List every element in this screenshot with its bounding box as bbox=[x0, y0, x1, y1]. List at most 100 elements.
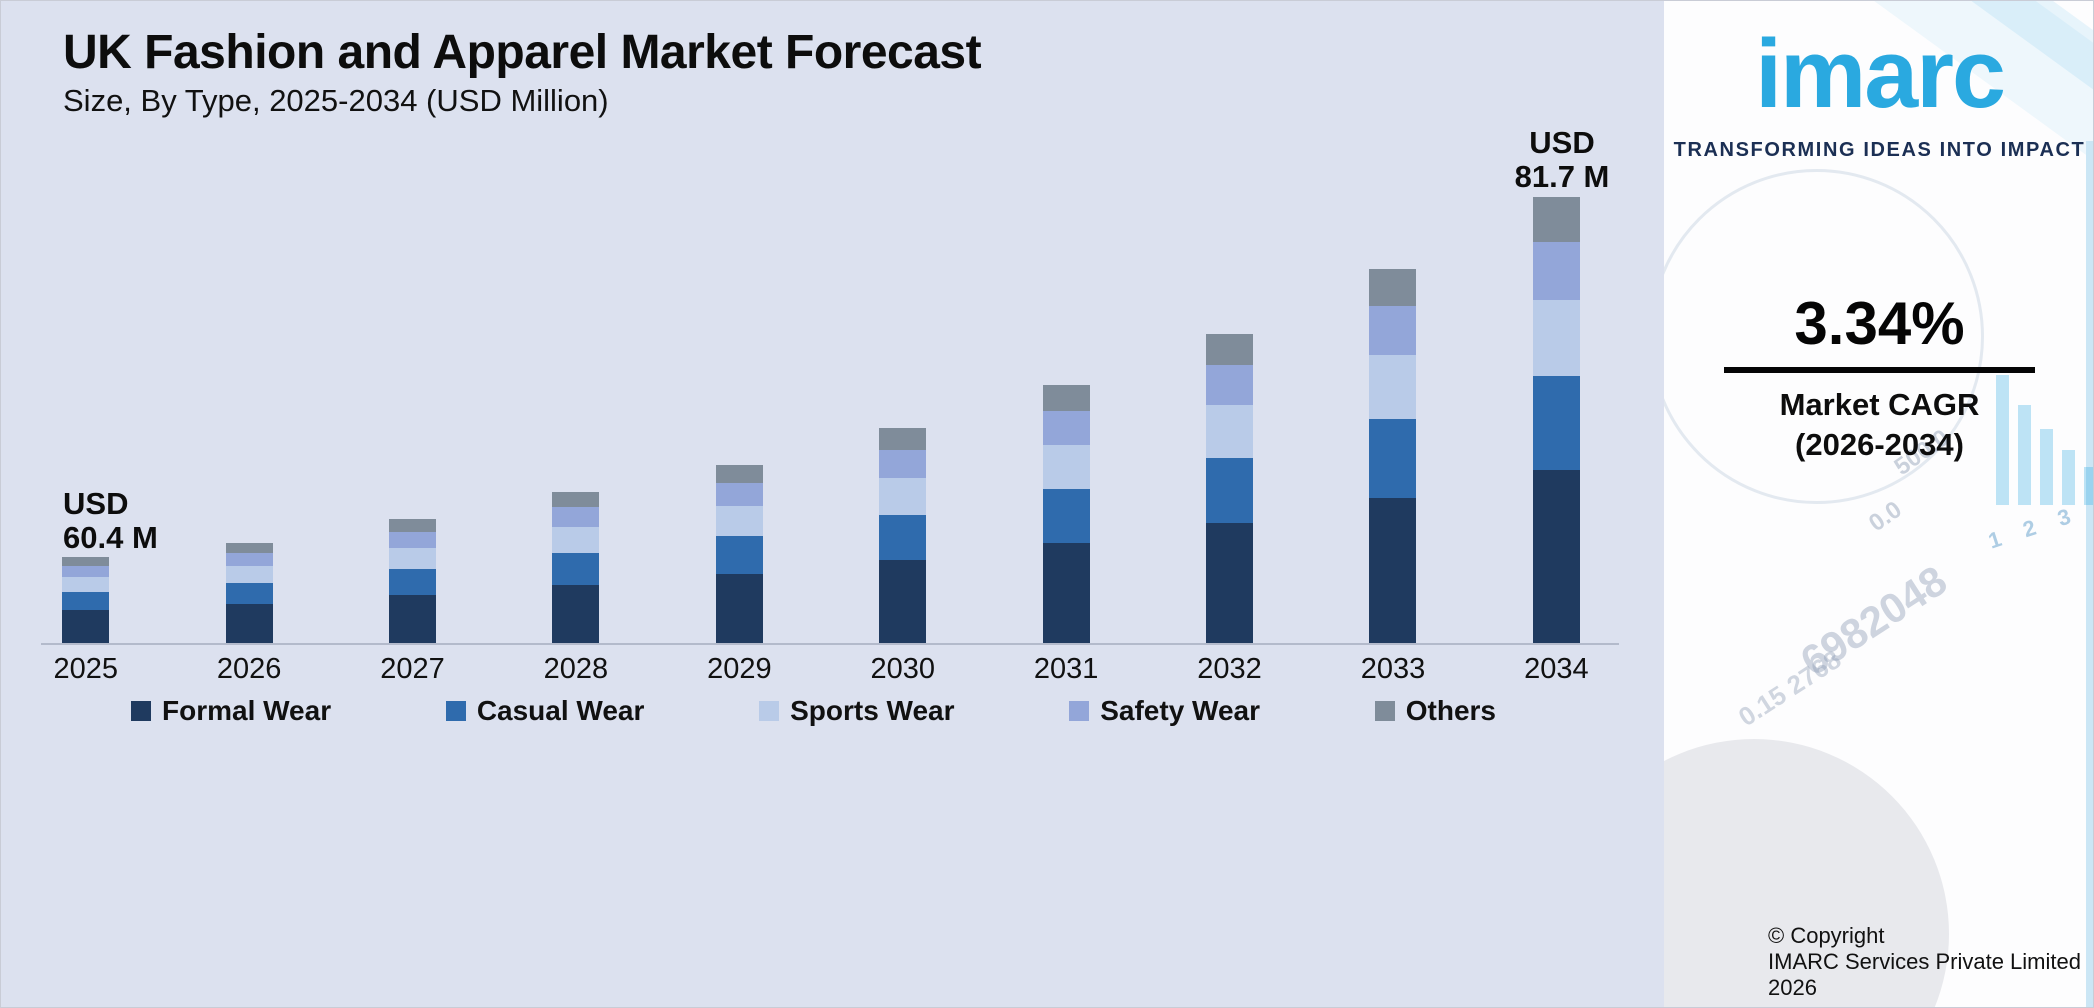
segment-others-2031 bbox=[1042, 385, 1090, 411]
segment-sports-wear-2025 bbox=[62, 577, 110, 592]
segment-safety-wear-2033 bbox=[1369, 306, 1417, 355]
segment-formal-wear-2025 bbox=[62, 610, 110, 644]
segment-casual-wear-2033 bbox=[1369, 419, 1417, 498]
legend-label-formal-wear: Formal Wear bbox=[162, 695, 332, 726]
total-label-2034-line1: USD bbox=[1529, 125, 1595, 160]
bar-2029 bbox=[658, 197, 821, 644]
segment-safety-wear-2031 bbox=[1042, 411, 1090, 445]
bar-2033 bbox=[1311, 197, 1474, 644]
segment-safety-wear-2030 bbox=[879, 450, 927, 478]
segment-formal-wear-2029 bbox=[715, 574, 763, 644]
cagr-period: (2026-2034) bbox=[1795, 427, 1964, 462]
bar-stack-2027 bbox=[389, 519, 437, 644]
segment-safety-wear-2034 bbox=[1532, 242, 1580, 300]
x-axis-label-2029: 2029 bbox=[707, 653, 772, 685]
segment-formal-wear-2026 bbox=[225, 604, 273, 644]
bar-stack-2029 bbox=[715, 465, 763, 644]
segment-casual-wear-2030 bbox=[879, 515, 927, 560]
legend-swatch-safety-wear bbox=[1069, 701, 1090, 721]
segment-others-2029 bbox=[715, 465, 763, 483]
bar-2028 bbox=[494, 197, 657, 644]
bar-stack-2032 bbox=[1206, 334, 1254, 644]
segment-others-2033 bbox=[1369, 269, 1417, 306]
x-axis-label-2026: 2026 bbox=[216, 653, 282, 685]
segment-casual-wear-2034 bbox=[1532, 376, 1580, 470]
segment-sports-wear-2028 bbox=[552, 527, 600, 553]
segment-others-2032 bbox=[1206, 334, 1254, 365]
segment-sports-wear-2031 bbox=[1042, 445, 1090, 489]
segment-sports-wear-2029 bbox=[715, 506, 763, 536]
legend-label-others: Others bbox=[1405, 695, 1496, 726]
segment-casual-wear-2028 bbox=[552, 553, 600, 585]
imarc-logo: imarc bbox=[1755, 19, 2006, 128]
logo-tagline: TRANSFORMING IDEAS INTO IMPACT bbox=[1673, 139, 2086, 161]
bar-2032 bbox=[1148, 197, 1311, 644]
bar-stack-2034 bbox=[1532, 197, 1580, 644]
segment-safety-wear-2027 bbox=[389, 532, 437, 548]
total-label-2025-line2: 60.4 M bbox=[63, 520, 158, 555]
segment-others-2028 bbox=[552, 492, 600, 507]
chart-legend: Formal Wear Casual Wear Sports Wear Safety … bbox=[131, 695, 1496, 727]
segment-sports-wear-2032 bbox=[1206, 405, 1254, 458]
segment-safety-wear-2028 bbox=[552, 507, 600, 527]
x-axis-label-2025: 2025 bbox=[53, 653, 118, 685]
chart-title: UK Fashion and Apparel Market Forecast bbox=[63, 26, 982, 79]
bar-2025 bbox=[4, 197, 167, 644]
segment-formal-wear-2032 bbox=[1206, 523, 1254, 644]
x-axis-labels: 2025 2026 2027 2028 2029 2030 2031 2032 2033 2034 bbox=[4, 653, 1638, 686]
segment-casual-wear-2029 bbox=[715, 536, 763, 574]
x-axis-label-2033: 2033 bbox=[1360, 653, 1426, 685]
segment-sports-wear-2026 bbox=[225, 566, 273, 583]
legend-label-sports-wear: Sports Wear bbox=[790, 695, 955, 726]
legend-item-others: Others bbox=[1374, 695, 1496, 727]
brand-sidebar: 500.0 0.0 1 2 3 4 6982048 0.15 2768 imar… bbox=[1664, 1, 2094, 1007]
segment-others-2025 bbox=[62, 557, 110, 566]
total-label-2025-line1: USD bbox=[63, 486, 129, 521]
legend-swatch-formal-wear bbox=[131, 701, 151, 721]
bar-stack-2030 bbox=[879, 428, 927, 644]
x-axis-label-2034: 2034 bbox=[1524, 653, 1589, 685]
legend-swatch-others bbox=[1374, 701, 1395, 721]
total-label-2034: USD 81.7 M bbox=[1462, 126, 1662, 194]
segment-casual-wear-2031 bbox=[1042, 489, 1090, 543]
segment-sports-wear-2033 bbox=[1369, 355, 1417, 419]
segment-others-2034 bbox=[1532, 197, 1580, 242]
total-label-2034-line2: 81.7 M bbox=[1514, 159, 1610, 194]
cagr-underline bbox=[1724, 367, 2035, 373]
bar-stack-2026 bbox=[225, 543, 273, 644]
decor-number: 0.0 bbox=[1863, 495, 1907, 538]
copyright: © Copyright IMARC Services Private Limit… bbox=[1768, 923, 2093, 1001]
bar-2034 bbox=[1475, 197, 1638, 644]
cagr-value: 3.34% bbox=[1794, 290, 1965, 357]
segment-sports-wear-2030 bbox=[879, 478, 927, 515]
legend-item-safety-wear: Safety Wear bbox=[1069, 695, 1260, 727]
x-axis-label-2027: 2027 bbox=[380, 653, 445, 685]
copyright-line1: © Copyright bbox=[1768, 923, 1885, 948]
cagr-label: Market CAGR bbox=[1779, 387, 1980, 422]
legend-label-safety-wear: Safety Wear bbox=[1100, 695, 1261, 726]
segment-safety-wear-2029 bbox=[715, 483, 763, 506]
x-axis-label-2030: 2030 bbox=[870, 653, 935, 685]
legend-item-formal-wear: Formal Wear bbox=[131, 695, 331, 727]
segment-casual-wear-2032 bbox=[1206, 458, 1254, 523]
decor-number: 1 2 3 4 bbox=[1985, 489, 2094, 554]
decor-number: 0.15 2768 bbox=[1732, 644, 1847, 733]
legend-swatch-sports-wear bbox=[759, 701, 780, 721]
legend-label-casual-wear: Casual Wear bbox=[476, 695, 645, 726]
bar-2026 bbox=[167, 197, 330, 644]
segment-casual-wear-2025 bbox=[62, 592, 110, 610]
chart-subtitle: Size, By Type, 2025-2034 (USD Million) bbox=[63, 83, 609, 118]
x-axis-line bbox=[41, 643, 1619, 645]
chart-panel: UK Fashion and Apparel Market Forecast S… bbox=[1, 1, 1664, 1007]
segment-formal-wear-2030 bbox=[879, 560, 927, 644]
segment-others-2030 bbox=[879, 428, 927, 450]
bar-stack-2025 bbox=[62, 557, 110, 644]
segment-others-2026 bbox=[225, 543, 273, 553]
legend-item-sports-wear: Sports Wear bbox=[759, 695, 955, 727]
segment-sports-wear-2034 bbox=[1532, 300, 1580, 376]
stacked-bars bbox=[4, 197, 1638, 644]
segment-formal-wear-2033 bbox=[1369, 498, 1417, 644]
segment-sports-wear-2027 bbox=[389, 548, 437, 569]
bar-stack-2033 bbox=[1369, 269, 1417, 644]
